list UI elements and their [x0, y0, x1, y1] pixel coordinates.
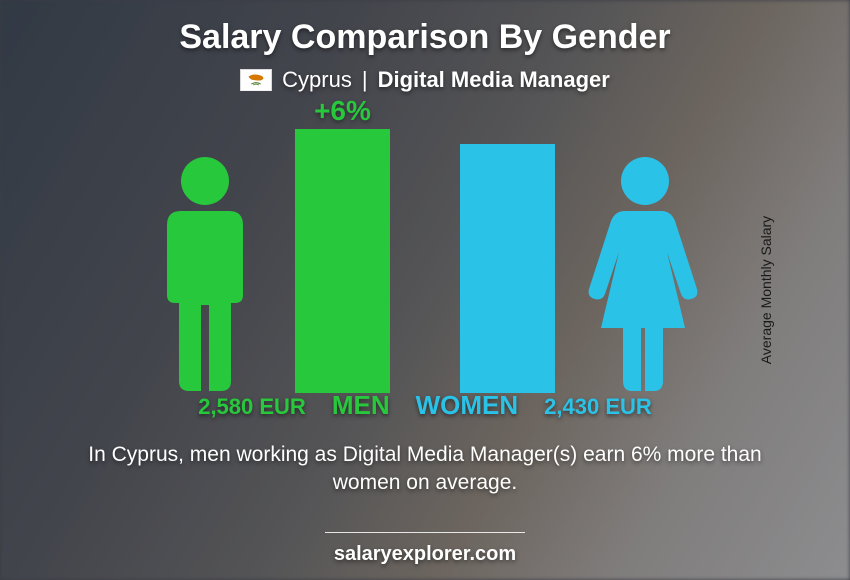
- infographic-content: Salary Comparison By Gender Cyprus | Dig…: [0, 0, 850, 580]
- female-salary-bar: [460, 144, 555, 393]
- chart-area: +6% 2,580 EUR MEN WOMEN 2,430 EUR: [145, 101, 705, 421]
- female-salary-value: 2,430 EUR: [544, 394, 652, 420]
- cyprus-flag-icon: [240, 69, 272, 91]
- separator: |: [362, 67, 368, 93]
- labels-row: 2,580 EUR MEN WOMEN 2,430 EUR: [95, 390, 755, 421]
- y-axis-label: Average Monthly Salary: [758, 216, 774, 364]
- subtitle-row: Cyprus | Digital Media Manager: [240, 67, 610, 93]
- male-label: MEN: [332, 390, 390, 421]
- page-title: Salary Comparison By Gender: [179, 18, 670, 57]
- job-title: Digital Media Manager: [378, 67, 610, 93]
- site-attribution: salaryexplorer.com: [30, 543, 820, 566]
- country-label: Cyprus: [282, 67, 352, 93]
- male-person-icon: [145, 153, 265, 393]
- male-salary-value: 2,580 EUR: [198, 394, 306, 420]
- percent-difference-label: +6%: [295, 95, 390, 127]
- footer: salaryexplorer.com: [30, 522, 820, 567]
- female-label: WOMEN: [416, 390, 519, 421]
- footer-divider: [325, 532, 525, 534]
- caption-text: In Cyprus, men working as Digital Media …: [55, 441, 795, 498]
- female-person-icon: [585, 153, 705, 393]
- male-salary-bar: [295, 129, 390, 393]
